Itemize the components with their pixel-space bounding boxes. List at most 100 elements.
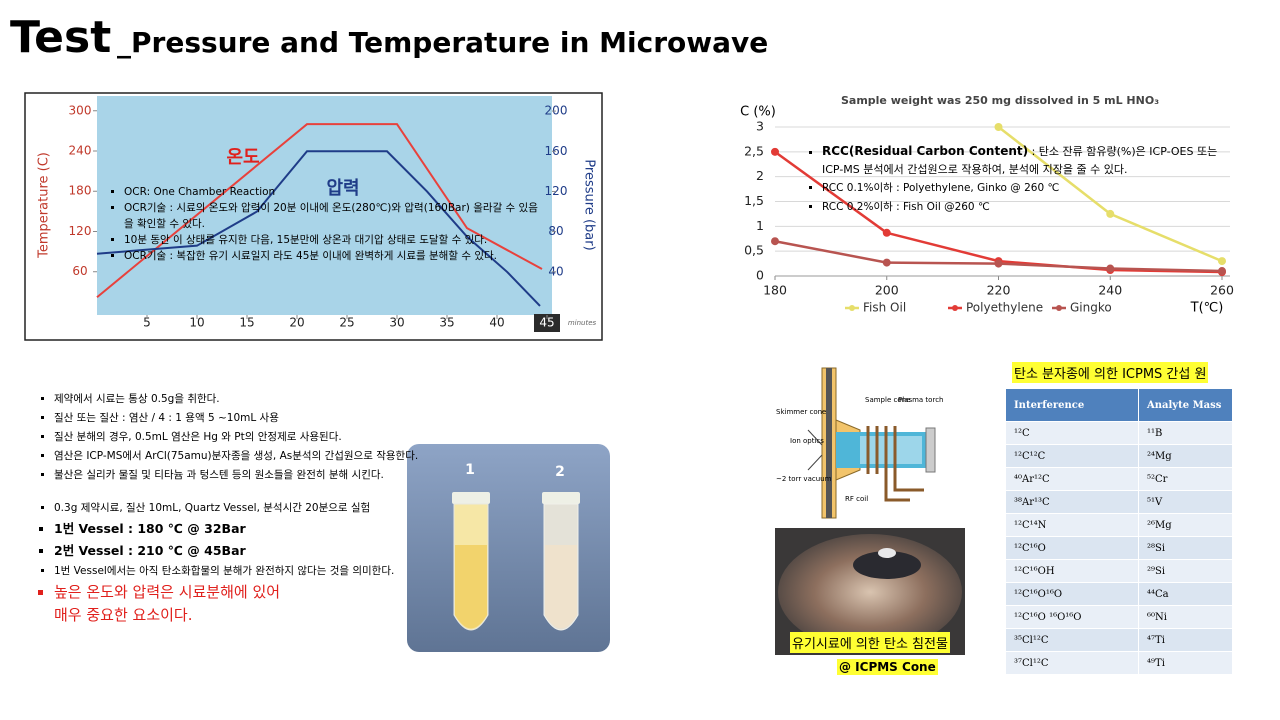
table-row: ¹²C¹²C ²⁴Mg <box>1005 444 1233 468</box>
bullet: 질산 분해의 경우, 0.5mL 염산은 Hg 와 Pt의 안정제로 사용된다. <box>54 428 478 447</box>
x-tick-label: 5 <box>143 316 151 330</box>
bullet: 0.3g 제약시료, 질산 10mL, Quartz Vessel, 분석시간 … <box>54 499 478 518</box>
series-line <box>96 150 541 307</box>
x-tick-label: 35 <box>439 316 454 330</box>
marker <box>771 147 779 156</box>
table-row: ¹²C¹⁶O ¹⁶O¹⁶O ⁶⁰Ni <box>1005 605 1233 629</box>
bullet: 불산은 실리카 물질 및 티타늄 과 텅스텐 등의 원소들을 완전히 분해 시킨… <box>54 466 478 485</box>
table-wrap: Interference Analyte Mass ¹²C ¹¹B ¹²C¹²C ²⁴Mg… <box>1005 388 1233 675</box>
diagram-label: Skimmer cone <box>776 408 826 416</box>
y-tick-label: 1 <box>756 218 764 233</box>
bullet: 10분 동안 이 상태를 유지한 다음, 15분만에 상온과 대기압 상태로 도… <box>124 232 538 248</box>
table-row: ³⁵Cl¹²C ⁴⁷Ti <box>1005 628 1233 652</box>
table-cell: ¹²C¹⁶O¹⁶O <box>1005 582 1139 606</box>
bullet-list: 제약에서 시료는 통상 0.5g을 취한다.질산 또는 질산 : 염산 / 4 … <box>38 390 478 485</box>
series-line <box>96 123 543 298</box>
bullet: 염산은 ICP-MS에서 ArCl(75amu)분자종을 생성, As분석의 간… <box>54 447 478 466</box>
x-unit: minutes <box>568 319 597 327</box>
table-cell: ⁴⁰Ar¹²C <box>1005 467 1139 491</box>
y2-axis-label: Pressure (bar) <box>582 159 597 250</box>
table-cell: ¹²C <box>1005 421 1139 445</box>
table-cell: ³⁸Ar¹³C <box>1005 490 1139 514</box>
conclusion-line: 매우 중요한 요소이다. <box>54 606 193 624</box>
bullet: OCR기술 : 복잡한 유기 시료일지 라도 45분 이내에 완벽하게 시료를 … <box>124 248 538 264</box>
table-cell: ⁵¹V <box>1138 490 1233 514</box>
legend-label: Gingko <box>1070 301 1112 315</box>
diagram-label: ~2 torr vacuum <box>776 475 832 483</box>
x-tick-label: 200 <box>875 283 899 298</box>
y-tick-label: 60 <box>72 264 87 278</box>
marker <box>994 123 1003 131</box>
bullet-list: 0.3g 제약시료, 질산 10mL, Quartz Vessel, 분석시간 … <box>38 499 478 627</box>
bullet: RCC 0.1%이하 : Polyethylene, Ginko @ 260 ℃ <box>822 179 1218 198</box>
bullet-lead: RCC(Residual Carbon Content) <box>822 144 1029 158</box>
y-tick-label: 2,5 <box>744 143 764 158</box>
table-cell: ¹²C¹⁶OH <box>1005 559 1139 583</box>
table-cell: ¹²C¹⁶O <box>1005 536 1139 560</box>
table-cell: ²⁹Si <box>1138 559 1233 583</box>
chart2-notes: RCC(Residual Carbon Content) : 탄소 잔류 함유량… <box>806 142 1218 217</box>
tube-label: 1 <box>465 462 475 478</box>
marker <box>1218 257 1226 266</box>
bullet-list: RCC(Residual Carbon Content) : 탄소 잔류 함유량… <box>806 142 1218 217</box>
y-axis-label: C (%) <box>740 105 776 120</box>
chart1-notes: OCR: One Chamber ReactionOCR기술 : 시료의 온도와… <box>108 184 538 264</box>
table-cell: ²⁶Mg <box>1138 513 1233 537</box>
title-rest: _Pressure and Temperature in Microwave <box>117 26 768 59</box>
x-tick-label: 25 <box>339 316 354 330</box>
x-tick-label: 15 <box>239 316 254 330</box>
y-tick-label: 0 <box>756 268 764 283</box>
cone-deposit <box>853 551 921 579</box>
x-tick-label: 260 <box>1210 283 1234 298</box>
table-row: ¹²C ¹¹B <box>1005 421 1233 445</box>
table-cell: ⁴⁴Ca <box>1138 582 1233 606</box>
tube-liquid <box>545 545 577 629</box>
table-cell: ³⁵Cl¹²C <box>1005 628 1139 652</box>
marker <box>994 259 1003 268</box>
title-main: Test <box>10 12 111 63</box>
legend-label: Fish Oil <box>863 301 906 315</box>
tube-liquid <box>455 545 487 629</box>
x-tick-highlight <box>534 314 560 332</box>
notes: 제약에서 시료는 통상 0.5g을 취한다.질산 또는 질산 : 염산 / 4 … <box>38 390 478 627</box>
series-label: 압력 <box>326 178 359 199</box>
legend-marker <box>952 305 958 311</box>
legend-label: Polyethylene <box>966 301 1043 315</box>
bullet: 1번 Vessel : 180 ℃ @ 32Bar <box>54 518 478 540</box>
bullet: OCR기술 : 시료의 온도와 압력이 20분 이내에 온도(280℃)와 압력… <box>124 200 538 232</box>
table-cell: ³⁷Cl¹²C <box>1005 651 1139 675</box>
bullet-list: OCR: One Chamber ReactionOCR기술 : 시료의 온도와… <box>108 184 538 264</box>
bullet: 질산 또는 질산 : 염산 / 4 : 1 용액 5 ~10mL 사용 <box>54 409 478 428</box>
header-row: Interference Analyte Mass <box>1005 388 1233 422</box>
legend-marker <box>849 305 855 311</box>
bullet: 2번 Vessel : 210 ℃ @ 45Bar <box>54 540 478 562</box>
marker <box>882 228 891 237</box>
table-cell: ²⁸Si <box>1138 536 1233 560</box>
header-cell: Analyte Mass <box>1138 388 1233 422</box>
x-tick-label: 240 <box>1098 283 1122 298</box>
table-body: ¹²C ¹¹B ¹²C¹²C ²⁴Mg ⁴⁰Ar¹²C ⁵²Cr ³⁸Ar¹³C ⁵¹V ¹²C… <box>1005 421 1233 675</box>
x-axis-label: T(℃) <box>1190 301 1224 316</box>
x-tick-label: 30 <box>389 316 404 330</box>
table-row: ¹²C¹⁶OH ²⁹Si <box>1005 559 1233 583</box>
diagram-label: RF coil <box>845 495 868 503</box>
caption: 유기시료에 의한 탄소 침전물 <box>790 632 950 653</box>
x-tick-label: 220 <box>987 283 1011 298</box>
cone-tip <box>878 548 896 558</box>
marker <box>771 237 779 246</box>
diagram-label: Plasma torch <box>898 396 943 404</box>
table-cell: ²⁴Mg <box>1138 444 1233 468</box>
legend-marker <box>1056 305 1062 311</box>
conclusion-line: 높은 온도와 압력은 시료분해에 있어 <box>54 583 281 601</box>
table: Interference Analyte Mass ¹²C ¹¹B ¹²C¹²C ²⁴Mg… <box>1005 388 1233 675</box>
header-cell: Interference <box>1005 388 1139 422</box>
table-row: ¹²C¹⁶O ²⁸Si <box>1005 536 1233 560</box>
diagram-label: Ion optics <box>790 437 824 445</box>
table-row: ¹²C¹⁴N ²⁶Mg <box>1005 513 1233 537</box>
table-cell: ⁴⁹Ti <box>1138 651 1233 675</box>
table-cell: ¹²C¹⁴N <box>1005 513 1139 537</box>
table-row: ³⁸Ar¹³C ⁵¹V <box>1005 490 1233 514</box>
bullet: 1번 Vessel에서는 아직 탄소화합물의 분해가 완전하지 않다는 것을 의… <box>54 562 478 581</box>
table-cell: ¹²C¹²C <box>1005 444 1139 468</box>
